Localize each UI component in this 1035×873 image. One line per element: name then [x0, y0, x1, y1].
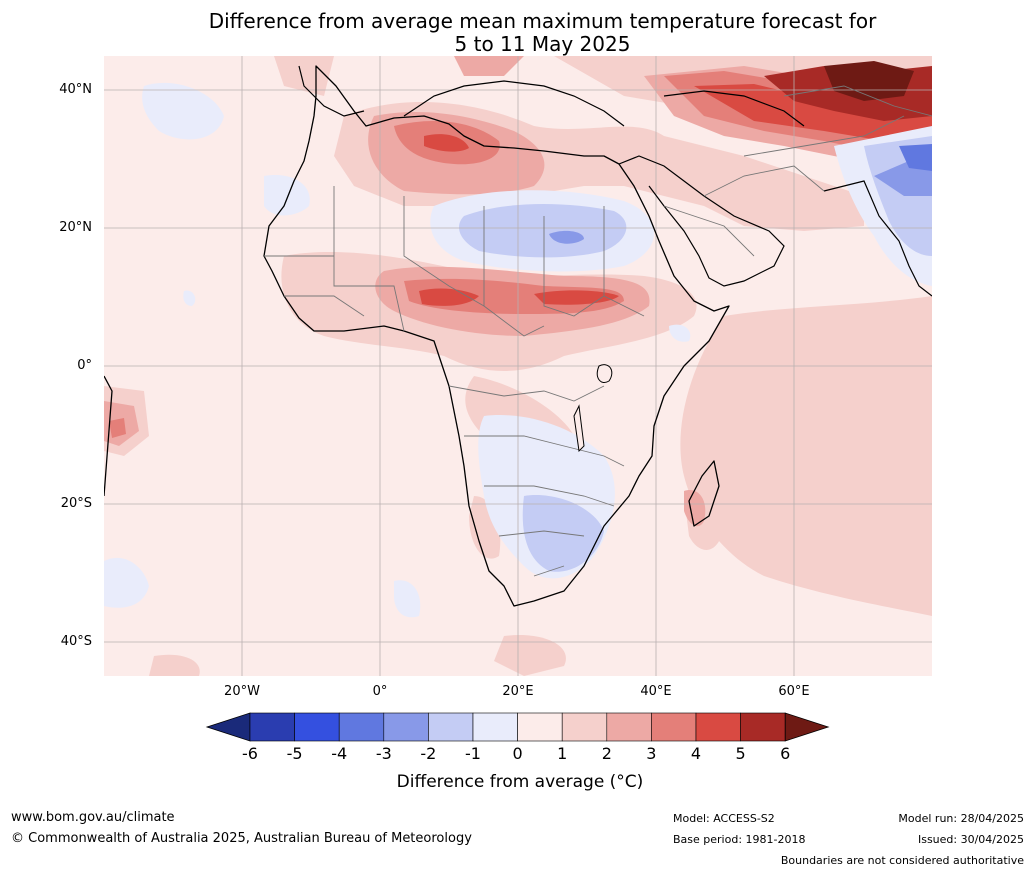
lon-label-0: 0°: [372, 684, 388, 699]
map-title: Difference from average mean maximum tem…: [0, 10, 1035, 56]
lat-label-0: 0°: [77, 358, 92, 373]
colorbar-tick-label: 0: [512, 744, 523, 763]
colorbar-tick-label: 5: [735, 744, 746, 763]
colorbar-tick-label: -5: [286, 744, 303, 763]
model-text: Model: ACCESS-S2: [673, 812, 775, 825]
colorbar-cell: [294, 712, 340, 742]
issued-text: Issued: 30/04/2025: [917, 833, 1024, 846]
colorbar-tick-label: -1: [465, 744, 481, 763]
colorbar-cell: [338, 712, 385, 742]
lon-label-40e: 40°E: [640, 684, 672, 699]
temperature-anomaly-map: [104, 56, 932, 676]
colorbar-tick-label: 6: [780, 744, 791, 763]
lon-label-20e: 20°E: [502, 684, 534, 699]
colorbar-tick-label: -4: [331, 744, 348, 763]
lat-label-40s: 40°S: [60, 634, 92, 649]
colorbar-tick-label: -2: [420, 744, 437, 763]
lat-label-20n: 20°N: [59, 220, 92, 235]
colorbar-extend-high: [784, 712, 830, 742]
colorbar-extend-low: [205, 712, 251, 742]
colorbar-cell: [472, 712, 518, 742]
lat-label-40n: 40°N: [59, 82, 92, 97]
colorbar-cell: [695, 712, 741, 742]
base-period-text: Base period: 1981-2018: [673, 833, 806, 846]
lat-label-20s: 20°S: [60, 496, 92, 511]
model-run-text: Model run: 28/04/2025: [898, 812, 1024, 825]
colorbar-cell: [517, 712, 563, 742]
colorbar-cell: [606, 712, 652, 742]
copyright-text: © Commonwealth of Australia 2025, Austra…: [11, 831, 472, 846]
lon-label-60e: 60°E: [778, 684, 810, 699]
colorbar: [205, 712, 830, 742]
colorbar-cell: [428, 712, 474, 742]
title-line-1: Difference from average mean maximum tem…: [208, 9, 877, 33]
colorbar-tick-label: 1: [557, 744, 568, 763]
lon-label-20w: 20°W: [224, 684, 260, 699]
colorbar-tick-label: -3: [375, 744, 392, 763]
colorbar-cell: [249, 712, 295, 742]
colorbar-tick-label: -6: [242, 744, 258, 763]
colorbar-tick-label: 2: [601, 744, 612, 763]
disclaimer-text: Boundaries are not considered authoritat…: [780, 854, 1024, 867]
title-line-2: 5 to 11 May 2025: [454, 32, 631, 56]
colorbar-cell: [561, 712, 608, 742]
colorbar-tick-label: 3: [646, 744, 657, 763]
colorbar-label: Difference from average (°C): [396, 772, 644, 792]
colorbar-cell: [383, 712, 429, 742]
website-link[interactable]: www.bom.gov.au/climate: [11, 810, 175, 825]
colorbar-cell: [651, 712, 697, 742]
colorbar-cell: [740, 712, 786, 742]
colorbar-tick-label: 4: [690, 744, 702, 763]
